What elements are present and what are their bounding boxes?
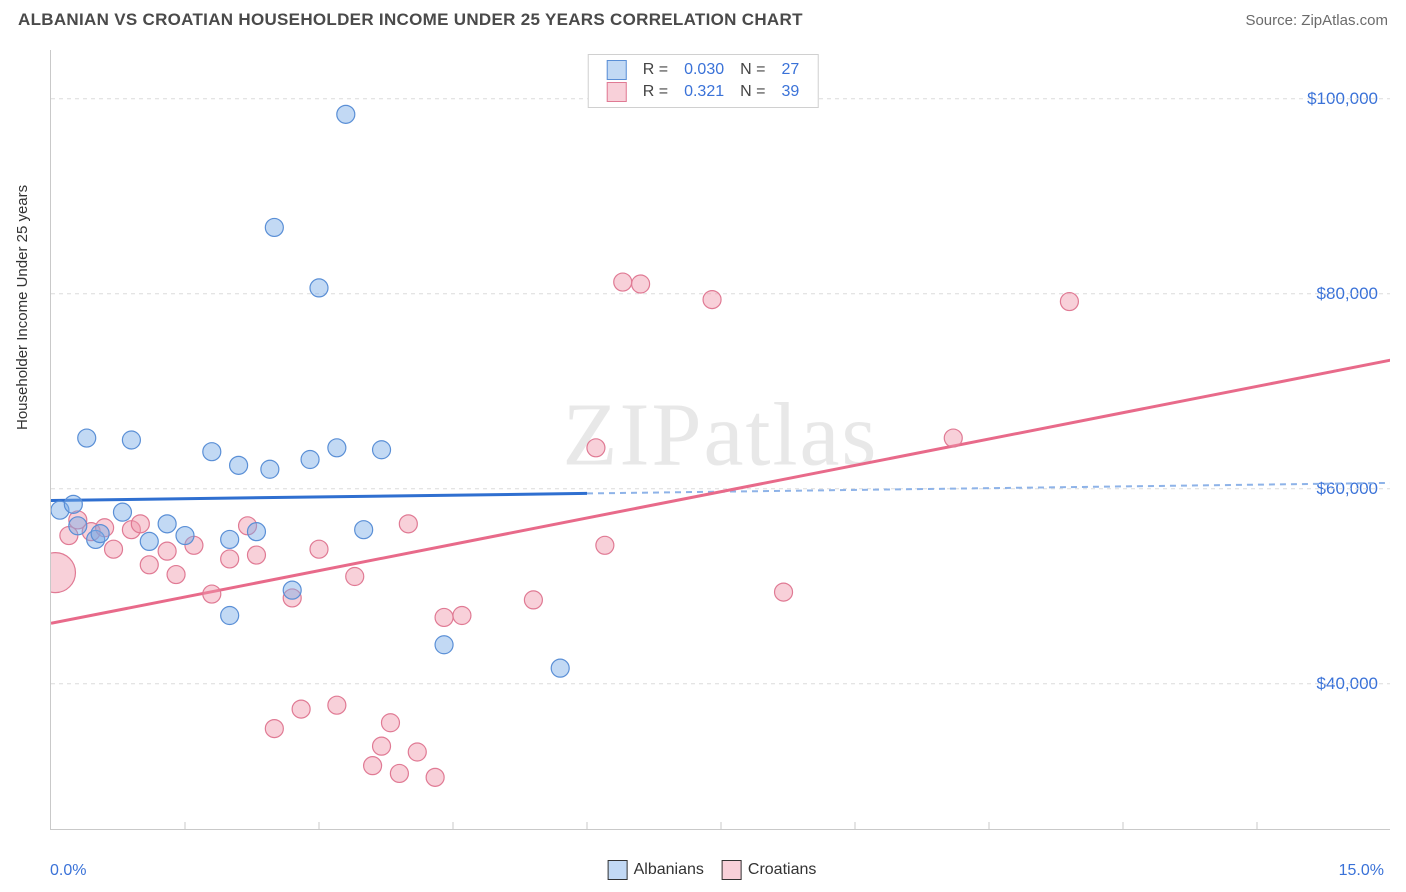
legend-swatch-pink: [722, 860, 742, 880]
x-axis-start: 0.0%: [50, 862, 86, 880]
legend-r-label: R =: [635, 59, 676, 81]
page-title: ALBANIAN VS CROATIAN HOUSEHOLDER INCOME …: [18, 10, 803, 30]
legend-swatch-pink: [607, 82, 627, 102]
y-axis-label: Householder Income Under 25 years: [14, 185, 31, 430]
chart-area: ZIPatlas $40,000$60,000$80,000$100,000: [50, 50, 1390, 830]
legend-series: Albanians Croatians: [590, 860, 817, 880]
legend-r-label: R =: [635, 81, 676, 103]
legend-r-value: 0.321: [676, 81, 732, 103]
legend-correlation: R =0.030N =27 R =0.321N =39: [588, 54, 819, 108]
legend-n-label: N =: [732, 59, 773, 81]
legend-n-value: 27: [773, 59, 807, 81]
legend-label-pink: Croatians: [748, 861, 816, 878]
legend-r-value: 0.030: [676, 59, 732, 81]
source-label: Source: ZipAtlas.com: [1245, 12, 1388, 29]
x-axis-end: 15.0%: [1339, 862, 1384, 880]
legend-swatch-blue: [608, 860, 628, 880]
legend-label-blue: Albanians: [634, 861, 704, 878]
legend-n-label: N =: [732, 81, 773, 103]
legend-swatch-blue: [607, 60, 627, 80]
plot-svg: [51, 50, 1390, 829]
legend-n-value: 39: [773, 81, 807, 103]
